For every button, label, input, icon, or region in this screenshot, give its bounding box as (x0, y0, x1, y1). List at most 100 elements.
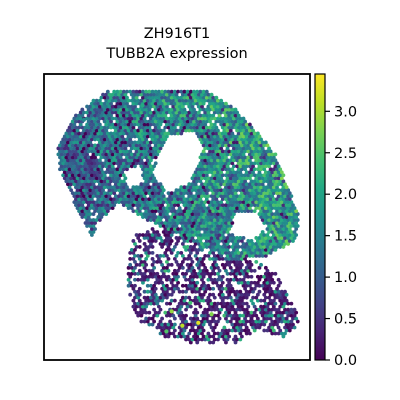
expression-spot (94, 104, 99, 109)
expression-spot (91, 152, 96, 157)
expression-spot (184, 283, 188, 288)
expression-spot (227, 209, 232, 213)
expression-spot (283, 230, 287, 234)
expression-spot (196, 110, 201, 115)
expression-spot (225, 337, 230, 342)
expression-spot (203, 253, 208, 258)
expression-spot (160, 280, 165, 285)
expression-spot (142, 164, 147, 169)
expression-spot (246, 143, 251, 148)
expression-spot (275, 245, 279, 249)
expression-spot (69, 176, 74, 181)
expression-spot (198, 125, 203, 130)
expression-spot (77, 143, 82, 148)
expression-spot (160, 286, 165, 291)
expression-spot (228, 152, 233, 157)
expression-spot (91, 212, 96, 216)
expression-spot (160, 292, 165, 297)
expression-spot (133, 164, 137, 169)
expression-spot (232, 242, 236, 246)
expression-spot (69, 140, 74, 145)
expression-spot (160, 89, 165, 94)
expression-spot (155, 218, 160, 222)
expression-spot (268, 274, 273, 279)
expression-spot (93, 107, 97, 112)
expression-spot (262, 191, 267, 196)
expression-spot (267, 218, 271, 222)
expression-spot (144, 101, 149, 106)
expression-spot (235, 188, 240, 193)
expression-spot (139, 146, 144, 151)
expression-spot (74, 137, 78, 142)
expression-spot (102, 191, 107, 196)
expression-spot (94, 116, 99, 121)
expression-spot (224, 107, 228, 112)
expression-spot (120, 182, 125, 187)
expression-spot (102, 173, 107, 178)
expression-spot (110, 206, 115, 211)
expression-spot (200, 158, 204, 163)
expression-spot (97, 176, 102, 181)
expression-spot (206, 253, 211, 258)
expression-spot (125, 167, 129, 172)
expression-spot (243, 125, 248, 130)
expression-spot (268, 328, 273, 333)
expression-spot (67, 161, 72, 166)
expression-spot (160, 107, 165, 112)
expression-spot (144, 185, 149, 190)
expression-spot (187, 265, 192, 270)
expression-spot (169, 221, 174, 225)
expression-spot (201, 149, 206, 154)
expression-spot (179, 113, 184, 118)
expression-spot (249, 203, 254, 208)
expression-spot (289, 224, 294, 228)
expression-spot (192, 203, 196, 208)
expression-spot (180, 259, 185, 264)
expression-spot (235, 164, 240, 169)
expression-spot (77, 137, 82, 142)
expression-spot (176, 221, 180, 225)
expression-spot (201, 221, 206, 225)
expression-spot (200, 248, 204, 252)
expression-spot (99, 131, 104, 136)
expression-spot (96, 197, 101, 202)
expression-spot (157, 304, 161, 309)
expression-spot (240, 280, 244, 285)
expression-spot (117, 128, 121, 133)
expression-spot (102, 197, 107, 202)
expression-spot (216, 224, 220, 228)
expression-spot (201, 274, 206, 279)
expression-spot (271, 161, 276, 166)
expression-spot (262, 143, 267, 148)
expression-spot (284, 203, 289, 208)
expression-spot (276, 230, 281, 234)
expression-spot (251, 319, 255, 324)
expression-spot (94, 146, 99, 151)
expression-spot (153, 185, 158, 190)
expression-spot (93, 149, 97, 154)
expression-spot (131, 239, 136, 243)
expression-spot (233, 256, 238, 261)
expression-spot (67, 131, 72, 136)
expression-spot (196, 92, 201, 97)
expression-spot (230, 119, 235, 124)
expression-spot (137, 191, 142, 196)
expression-spot (283, 188, 287, 193)
expression-spot (144, 274, 149, 279)
expression-spot (91, 170, 96, 175)
expression-spot (192, 101, 196, 106)
expression-spot (184, 224, 188, 228)
expression-spot (144, 298, 149, 303)
expression-spot (168, 122, 172, 127)
expression-spot (195, 113, 200, 118)
expression-spot (259, 173, 263, 178)
expression-spot (149, 140, 153, 145)
expression-spot (275, 227, 279, 231)
expression-spot (227, 203, 232, 208)
expression-spot (185, 197, 190, 202)
expression-spot (171, 92, 176, 97)
expression-spot (284, 185, 289, 190)
expression-spot (121, 101, 126, 106)
expression-spot (255, 316, 260, 321)
expression-spot (275, 167, 279, 172)
